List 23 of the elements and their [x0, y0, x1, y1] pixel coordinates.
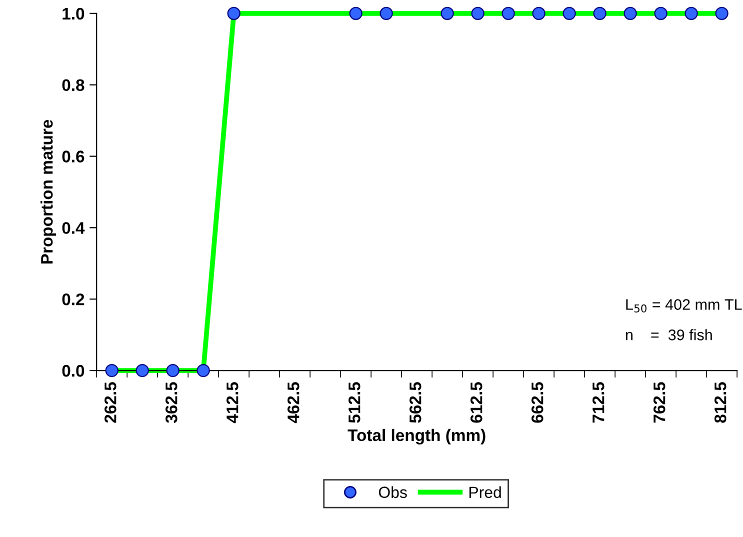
- text: 1.0: [62, 8, 84, 20]
- x-tick-label: 412.5: [226, 382, 238, 424]
- x-tick-label: 262.5: [104, 382, 116, 423]
- y-tick-label: 0.6: [62, 150, 84, 162]
- x-tick-label: 462.5: [288, 382, 300, 424]
- x-tick-label: 762.5: [653, 382, 666, 423]
- x-axis-title: Total length (mm): [348, 428, 486, 445]
- legend-label: Pred: [469, 486, 501, 498]
- y-tick-label: 0.8: [62, 79, 84, 92]
- annotation: L$_{50}$ = 402 mm TL: [626, 299, 742, 312]
- legend-label: Obs: [378, 486, 407, 498]
- y-tick-label: 0.4: [62, 222, 85, 234]
- annotation: n = 39 fish: [626, 329, 712, 340]
- x-tick-label: 662.5: [531, 382, 544, 423]
- x-tick-label: 512.5: [348, 382, 360, 423]
- x-tick-label: 712.5: [592, 382, 604, 423]
- x-tick-label: 362.5: [166, 382, 178, 423]
- y-axis-title: Proportion mature: [40, 120, 56, 264]
- text: 0.0: [62, 364, 84, 377]
- x-tick-label: 612.5: [470, 382, 482, 423]
- x-tick-label: 812.5: [714, 382, 726, 423]
- y-tick-label: 0.2: [62, 294, 84, 306]
- x-tick-label: 562.5: [409, 382, 422, 423]
